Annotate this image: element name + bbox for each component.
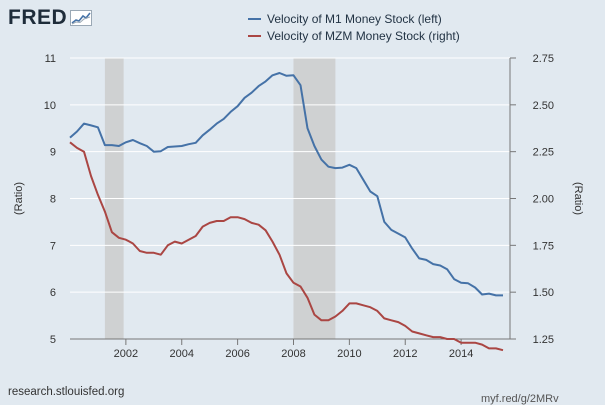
trend-line-icon bbox=[70, 10, 93, 26]
fred-logo[interactable]: FRED bbox=[8, 6, 93, 30]
x-tick-label: 2004 bbox=[170, 348, 194, 360]
y-tick-label-left: 6 bbox=[50, 287, 56, 299]
y-tick-label-right: 1.75 bbox=[533, 240, 554, 252]
y-tick-label-right: 2.50 bbox=[533, 100, 554, 112]
x-tick-label: 2012 bbox=[393, 348, 417, 360]
source-link[interactable]: research.stlouisfed.org bbox=[8, 386, 125, 398]
legend-swatch-m1 bbox=[248, 17, 261, 20]
y-axis-label-left: (Ratio) bbox=[13, 182, 25, 215]
y-tick-label-left: 7 bbox=[50, 240, 56, 252]
x-tick-label: 2008 bbox=[281, 348, 305, 360]
series-line-mzm bbox=[69, 141, 504, 352]
grid-lines bbox=[70, 57, 510, 340]
series-lines bbox=[69, 72, 504, 352]
legend-swatch-mzm bbox=[248, 34, 261, 37]
legend-item-m1[interactable]: Velocity of M1 Money Stock (left) bbox=[248, 10, 460, 27]
axes: 5 6 7 8 9 10 11 1.25 1.50 1.75 2.00 2.25 2.50 2.75 200… bbox=[13, 53, 584, 360]
y-tick-label-left: 9 bbox=[50, 147, 56, 159]
legend-item-mzm[interactable]: Velocity of MZM Money Stock (right) bbox=[248, 27, 460, 44]
y-tick-label-right: 2.75 bbox=[533, 53, 554, 65]
y-tick-label-right: 1.25 bbox=[533, 334, 554, 346]
legend-label-mzm: Velocity of MZM Money Stock (right) bbox=[267, 28, 460, 43]
y-tick-label-right: 2.00 bbox=[533, 194, 554, 206]
y-tick-label-right: 2.25 bbox=[533, 147, 554, 159]
y-axis-label-right: (Ratio) bbox=[572, 182, 584, 215]
y-tick-label-left: 5 bbox=[50, 334, 56, 346]
y-tick-label-left: 10 bbox=[44, 100, 56, 112]
x-tick-label: 2010 bbox=[337, 348, 361, 360]
logo-text: FRED bbox=[8, 6, 68, 29]
y-tick-label-left: 11 bbox=[45, 53, 56, 65]
series-line-m1 bbox=[69, 72, 503, 297]
legend-label-m1: Velocity of M1 Money Stock (left) bbox=[267, 11, 442, 26]
y-tick-label-right: 1.50 bbox=[533, 287, 554, 299]
x-tick-label: 2014 bbox=[449, 348, 473, 360]
chart-legend: Velocity of M1 Money Stock (left) Veloci… bbox=[248, 10, 460, 44]
short-url[interactable]: myf.red/g/2MRv bbox=[481, 393, 559, 405]
y-tick-label-left: 8 bbox=[50, 194, 56, 206]
x-tick-label: 2006 bbox=[225, 348, 249, 360]
x-tick-label: 2002 bbox=[114, 348, 138, 360]
